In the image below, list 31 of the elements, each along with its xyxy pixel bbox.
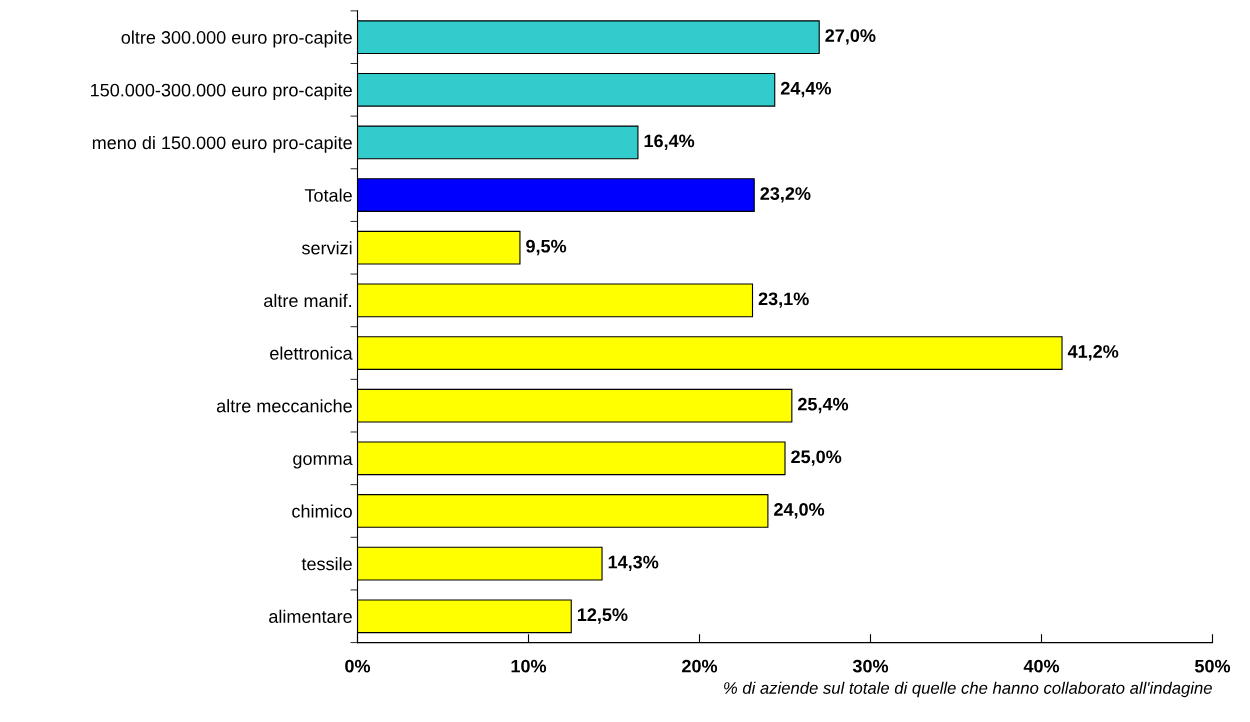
data-label: 24,0% [774,503,825,519]
y-tick-label: chimico [292,504,352,518]
data-label: 12,5% [577,608,628,624]
y-tick-label: tessile [301,557,352,571]
data-label: 25,4% [798,397,849,414]
data-label: 27,0% [825,29,876,45]
data-label: 9,5% [526,239,567,256]
x-tick-label: 50% [1194,659,1231,673]
y-tick-label: 150.000-300.000 euro pro-capite [91,83,352,101]
x-tick-label: 0% [345,659,371,673]
y-tick-label: Totale [304,188,352,202]
data-label: 23,2% [760,187,811,203]
data-label: 41,2% [1067,345,1119,361]
y-tick-label: altre meccaniche [216,399,352,413]
y-tick-label: elettronica [270,346,353,360]
y-tick-label: altre manif. [264,293,351,308]
data-label: 14,3% [608,555,659,572]
y-tick-label: servizi [301,241,352,255]
data-label: 23,1% [758,292,809,308]
x-tick-label: 10% [511,659,547,673]
y-tick-label: meno di 150.000 euro pro-capite [92,135,352,153]
y-tick-label: alimentare [269,609,352,623]
y-tick-label: oltre 300.000 euro pro-capite [121,30,352,48]
data-label: 25,0% [791,450,842,466]
x-tick-label: 30% [852,659,889,673]
x-tick-label: 40% [1023,659,1060,673]
y-tick-label: gomma [293,455,353,469]
x-tick-label: 20% [682,659,718,673]
x-axis-title: % di aziende sul totale di quelle che hanno collaborato all'indagine [724,681,1212,698]
data-label: 24,4% [780,81,832,98]
data-label: 16,4% [644,134,695,150]
